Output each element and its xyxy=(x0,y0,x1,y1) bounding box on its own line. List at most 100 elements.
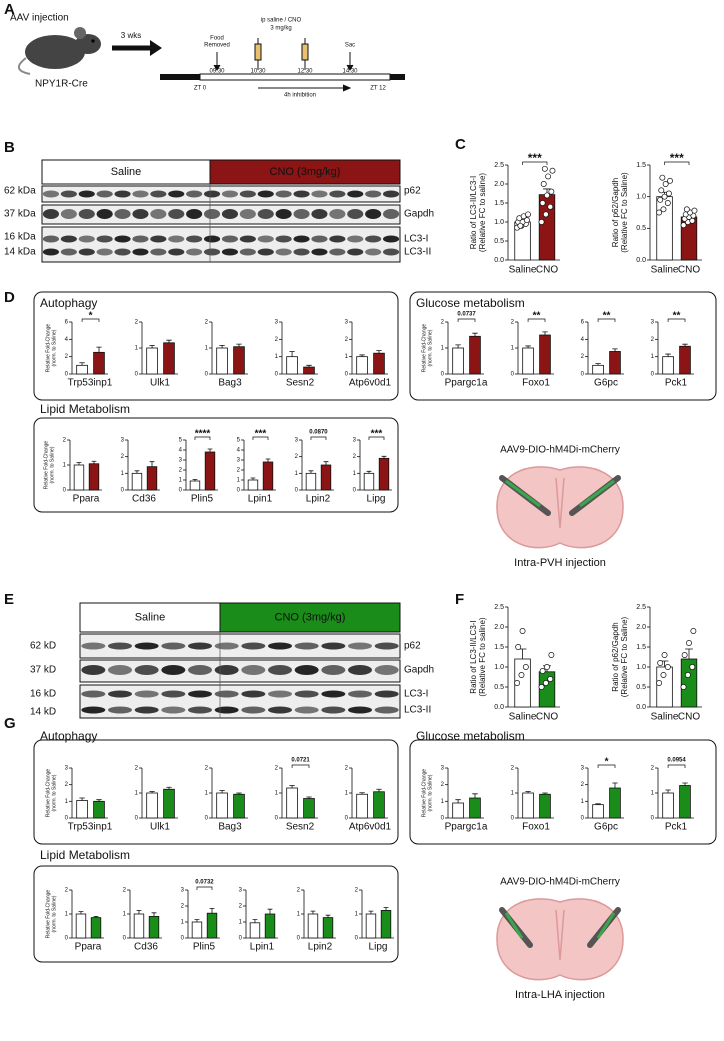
error-bar xyxy=(310,910,316,914)
blot-band xyxy=(329,209,346,219)
blot-panel xyxy=(79,659,401,683)
label: 2 xyxy=(353,454,357,460)
label: 0 xyxy=(63,488,67,494)
error-bar xyxy=(91,460,97,464)
blot-band xyxy=(203,209,221,219)
error-bar xyxy=(194,919,200,922)
blot-band xyxy=(241,706,266,714)
blot-panel xyxy=(41,226,401,263)
brain-illustration xyxy=(496,466,624,549)
error-bar xyxy=(96,346,102,353)
blot-band xyxy=(268,665,292,675)
blot-band xyxy=(150,209,167,219)
blot-band xyxy=(293,235,310,243)
bar xyxy=(522,792,534,819)
label: 2 xyxy=(441,320,445,326)
label: 0 xyxy=(511,816,515,822)
label: 3 xyxy=(181,888,185,894)
label: Intra-LHA injection xyxy=(515,989,605,1001)
label: 2.0 xyxy=(494,624,504,631)
blot-band xyxy=(214,665,239,675)
label: 6 xyxy=(581,320,585,326)
label: NPY1R-Cre xyxy=(35,79,88,90)
label: 1.0 xyxy=(636,194,646,201)
blot-band xyxy=(347,248,364,256)
label: 0 xyxy=(179,488,183,494)
label: 37 kDa xyxy=(4,209,36,220)
blot-band xyxy=(347,190,364,198)
group-frame xyxy=(33,291,399,401)
blot-band xyxy=(239,209,256,219)
blot-band xyxy=(365,190,382,198)
label: (norm. to Saline) xyxy=(427,329,433,366)
blot-band xyxy=(150,190,167,198)
label: (norm. to Saline) xyxy=(49,446,55,483)
error-bar xyxy=(682,782,688,786)
blot-band xyxy=(108,690,132,698)
label: Food xyxy=(210,36,224,42)
label: Lipid Metabolism xyxy=(40,848,130,862)
blot-band xyxy=(365,235,382,243)
blot-band xyxy=(374,706,399,714)
label: G6pc xyxy=(594,822,618,833)
error-bar xyxy=(595,803,601,805)
label: Bag3 xyxy=(218,822,242,833)
label: ip saline / CNO xyxy=(261,18,302,24)
data-point xyxy=(691,207,698,214)
bar xyxy=(592,804,604,819)
data-point xyxy=(514,680,521,686)
error-bar xyxy=(542,331,548,335)
bar xyxy=(133,913,145,939)
blot-band xyxy=(132,235,149,243)
label: 1 xyxy=(345,791,349,797)
bar xyxy=(539,793,551,819)
label: 2 xyxy=(295,454,299,460)
label: ZT 12 xyxy=(370,86,386,92)
error-bar xyxy=(595,363,601,366)
blot-band xyxy=(96,235,113,243)
blot-band xyxy=(78,248,95,256)
label: 0.0 xyxy=(494,257,504,264)
error-bar xyxy=(219,345,225,348)
label: Lpin1 xyxy=(248,494,273,505)
bar xyxy=(373,352,385,375)
data-point xyxy=(661,193,668,200)
blot-band xyxy=(186,190,203,198)
blot-band xyxy=(241,665,266,675)
label: 4h inhibition xyxy=(284,93,316,99)
label: Ppara xyxy=(73,494,100,505)
label: Ulk1 xyxy=(150,822,170,833)
blot-band xyxy=(132,248,149,256)
light-phase xyxy=(199,73,391,81)
error-bar xyxy=(267,908,273,914)
data-point xyxy=(661,652,668,658)
blot-band xyxy=(78,235,95,243)
bar xyxy=(206,912,218,939)
error-bar xyxy=(359,354,365,357)
label: 2 xyxy=(275,766,279,772)
label: 1.5 xyxy=(494,200,504,207)
label: 0 xyxy=(205,816,209,822)
blot-band xyxy=(188,706,212,714)
significance-bracket xyxy=(291,764,310,768)
group-frame xyxy=(33,739,399,845)
label: 2 xyxy=(179,468,183,474)
label: 6 xyxy=(65,320,69,326)
error-bar xyxy=(682,343,688,347)
label: 1.5 xyxy=(636,162,646,169)
blot-band xyxy=(114,190,131,198)
label: 0 xyxy=(275,816,279,822)
label: p62 xyxy=(404,641,421,652)
blot-band xyxy=(321,665,346,675)
bar xyxy=(373,791,385,819)
blot-band xyxy=(294,642,319,650)
label: 1 xyxy=(63,463,67,469)
label: Gapdh xyxy=(404,209,434,220)
data-point xyxy=(523,217,530,224)
bar xyxy=(163,788,175,819)
blot-band xyxy=(214,642,239,650)
data-point xyxy=(664,664,671,670)
bar xyxy=(378,457,390,491)
data-point xyxy=(660,206,667,213)
label: Sac xyxy=(345,43,355,49)
